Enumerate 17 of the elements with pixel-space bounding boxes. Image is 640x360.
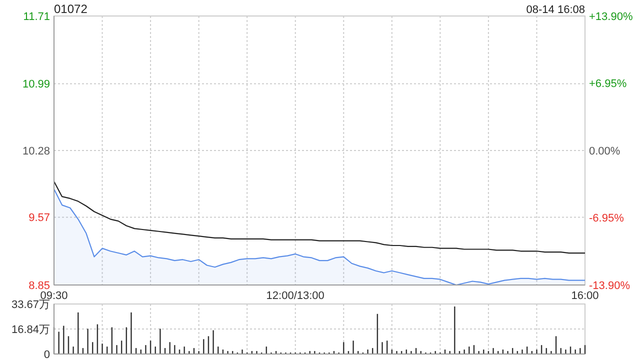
- y-tick-label: 11.71: [23, 10, 50, 23]
- y-tick-label: 33.67万: [11, 298, 50, 311]
- y-tick-label: 10.28: [22, 145, 50, 158]
- annotation: 08-14 16:08: [526, 4, 585, 16]
- y-tick-label: 8.85: [28, 280, 50, 292]
- x-tick-label: 16:00: [571, 290, 599, 302]
- y2-tick-label: -6.95%: [589, 212, 624, 225]
- chart-title: 01072: [54, 2, 88, 16]
- y2-tick-label: +13.90%: [589, 10, 633, 23]
- y-tick-label: 9.57: [28, 212, 50, 224]
- y-tick-label: 0: [44, 348, 50, 360]
- y-tick-label: 16.84万: [11, 324, 50, 336]
- y-tick-label: 10.99: [22, 78, 50, 91]
- y2-tick-label: 0.00%: [589, 145, 620, 158]
- y2-tick-label: +6.95%: [589, 78, 627, 90]
- y2-tick-label: -13.90%: [589, 280, 630, 292]
- x-tick-label: 12:00/13:00: [266, 290, 324, 302]
